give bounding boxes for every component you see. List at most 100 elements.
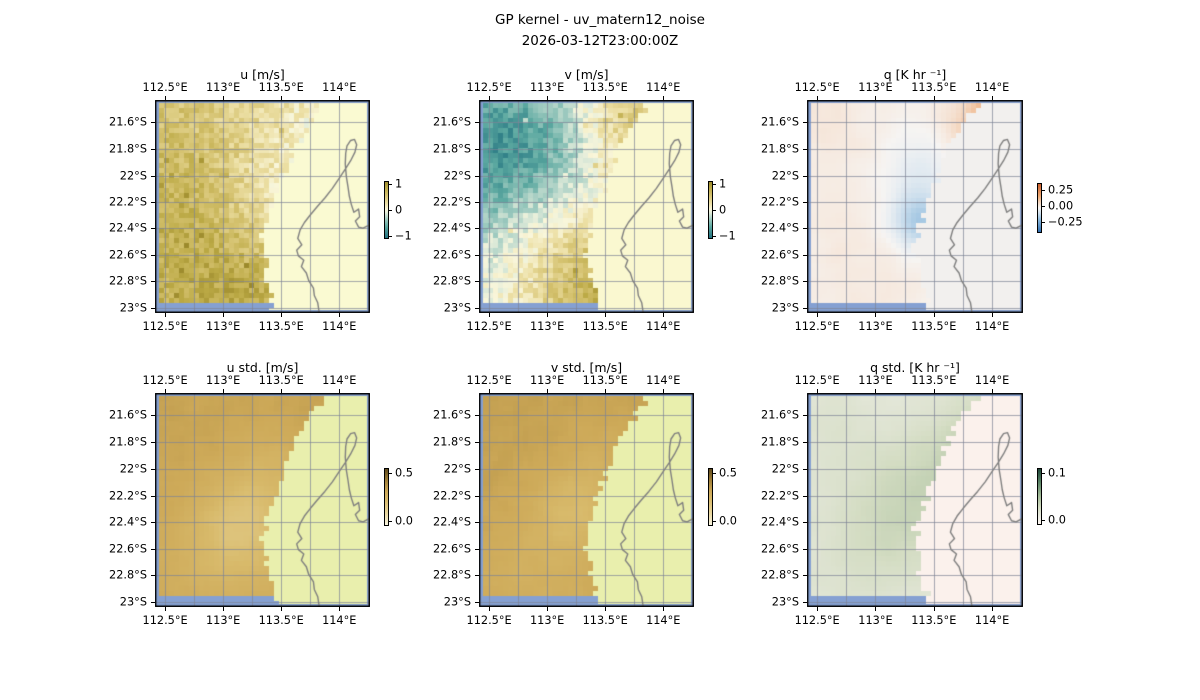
x-tick-label-bot-u_std: 112.5°E xyxy=(142,614,188,627)
colorbar-tick-label-u: −1 xyxy=(395,229,412,243)
x-tick-mark xyxy=(875,96,876,100)
y-tick-label-v_std: 21.8°S xyxy=(433,435,471,449)
x-tick-label-bot-u: 113°E xyxy=(205,320,241,333)
x-tick-label-top-q_std: 113°E xyxy=(858,374,893,387)
x-tick-mark xyxy=(489,96,490,100)
y-tick-mark xyxy=(475,122,479,123)
y-tick-mark xyxy=(151,122,155,123)
y-tick-label-q_std: 22.8°S xyxy=(761,568,799,582)
x-tick-mark xyxy=(817,607,818,611)
y-tick-label-u: 22.4°S xyxy=(109,221,147,235)
colorbar-tick-mark xyxy=(389,473,392,474)
x-tick-mark xyxy=(663,607,664,611)
x-tick-mark xyxy=(992,313,993,317)
y-tick-mark xyxy=(803,575,807,576)
colorbar-v: 1 0 −1 xyxy=(708,177,748,242)
panel-title-v: v [m/s] xyxy=(564,67,609,82)
colorbar-gradient-u_std xyxy=(384,468,389,526)
x-tick-mark xyxy=(489,607,490,611)
colorbar-tick-mark xyxy=(713,210,716,211)
x-tick-label-bot-q_std: 112.5°E xyxy=(794,614,840,627)
y-tick-label-v: 22°S xyxy=(443,169,471,183)
x-tick-label-bot-u: 113.5°E xyxy=(258,320,304,333)
figure-title-line2: 2026-03-12T23:00:00Z xyxy=(521,33,679,49)
colorbar-gradient-v_std xyxy=(708,468,713,526)
y-tick-label-q: 21.6°S xyxy=(761,115,799,129)
x-tick-mark xyxy=(223,607,224,611)
y-tick-label-u: 22.8°S xyxy=(109,274,147,288)
x-tick-mark xyxy=(339,389,340,393)
colorbar-gradient-v xyxy=(708,181,713,239)
panel-u_std: u std. [m/s] 112.5°E 112.5°E 113°E 113°E 113.… xyxy=(109,360,413,627)
x-tick-mark xyxy=(339,607,340,611)
y-tick-label-u_std: 21.6°S xyxy=(109,408,147,422)
map-canvas-v_std xyxy=(479,393,694,607)
x-tick-mark xyxy=(875,313,876,317)
colorbar-tick-mark xyxy=(1042,520,1045,521)
x-tick-label-bot-v: 113.5°E xyxy=(582,320,628,333)
x-tick-mark xyxy=(875,607,876,611)
y-tick-mark xyxy=(803,281,807,282)
colorbar-tick-mark xyxy=(1042,190,1045,191)
y-tick-label-q_std: 21.6°S xyxy=(761,408,799,422)
y-tick-label-q_std: 22.6°S xyxy=(761,542,799,556)
y-tick-label-v_std: 22°S xyxy=(443,462,471,476)
x-tick-label-bot-u_std: 113.5°E xyxy=(258,614,304,627)
y-tick-label-q_std: 23°S xyxy=(771,595,799,609)
x-tick-mark xyxy=(223,389,224,393)
y-tick-label-v: 23°S xyxy=(443,301,471,315)
x-tick-label-bot-u: 112.5°E xyxy=(142,320,188,333)
y-tick-mark xyxy=(475,202,479,203)
map-canvas-u_std xyxy=(155,393,370,607)
map-canvas-u xyxy=(155,100,370,313)
colorbar-tick-mark xyxy=(1042,473,1045,474)
x-tick-label-bot-q: 113°E xyxy=(858,320,893,333)
x-tick-label-bot-v: 113°E xyxy=(529,320,565,333)
colorbar-tick-label-v_std: 0.5 xyxy=(719,466,737,480)
x-tick-mark xyxy=(165,96,166,100)
x-tick-label-bot-q_std: 113.5°E xyxy=(911,614,957,627)
panel-v: v [m/s] 112.5°E 112.5°E 113°E 113°E 113.5°E 11… xyxy=(433,67,736,333)
y-tick-label-q_std: 22°S xyxy=(771,462,799,476)
y-tick-mark xyxy=(803,202,807,203)
y-tick-mark xyxy=(803,442,807,443)
y-tick-mark xyxy=(475,496,479,497)
colorbar-tick-mark xyxy=(1042,222,1045,223)
y-tick-mark xyxy=(803,308,807,309)
y-tick-mark xyxy=(803,122,807,123)
y-tick-mark xyxy=(151,442,155,443)
y-tick-label-q: 21.8°S xyxy=(761,142,799,156)
x-tick-label-top-q: 113°E xyxy=(858,81,893,94)
colorbar-tick-mark xyxy=(389,236,392,237)
panel-title-u_std: u std. [m/s] xyxy=(226,360,299,375)
x-tick-mark xyxy=(875,389,876,393)
y-tick-mark xyxy=(151,202,155,203)
x-tick-label-top-v_std: 113°E xyxy=(529,374,565,387)
x-tick-mark xyxy=(992,389,993,393)
x-tick-label-top-v: 112.5°E xyxy=(466,81,512,94)
y-tick-mark xyxy=(803,522,807,523)
x-tick-label-top-q: 114°E xyxy=(974,81,1010,94)
y-tick-mark xyxy=(151,281,155,282)
y-tick-label-u: 22.6°S xyxy=(109,248,147,262)
y-tick-label-u_std: 22°S xyxy=(119,462,147,476)
x-tick-mark xyxy=(165,607,166,611)
y-tick-label-u_std: 22.8°S xyxy=(109,568,147,582)
y-tick-mark xyxy=(475,602,479,603)
x-tick-label-bot-u_std: 114°E xyxy=(322,614,357,627)
x-tick-mark xyxy=(934,313,935,317)
x-tick-label-bot-q: 112.5°E xyxy=(794,320,840,333)
y-tick-label-u: 21.8°S xyxy=(109,142,147,156)
y-tick-mark xyxy=(151,469,155,470)
x-tick-label-bot-v_std: 112.5°E xyxy=(466,614,512,627)
x-tick-mark xyxy=(934,389,935,393)
x-tick-mark xyxy=(663,389,664,393)
x-tick-mark xyxy=(934,607,935,611)
x-tick-label-top-q: 113.5°E xyxy=(911,81,957,94)
colorbar-tick-mark xyxy=(713,184,716,185)
y-tick-label-q: 23°S xyxy=(771,301,799,315)
colorbar-tick-label-q: 0.00 xyxy=(1048,199,1074,213)
x-tick-mark xyxy=(605,313,606,317)
y-tick-label-v_std: 22.4°S xyxy=(433,515,471,529)
